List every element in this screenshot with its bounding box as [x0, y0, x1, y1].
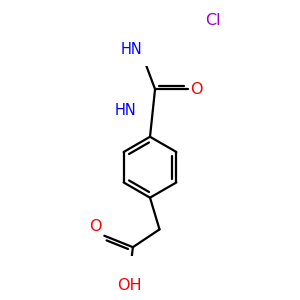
Text: HN: HN [121, 43, 142, 58]
Text: O: O [89, 220, 102, 235]
Text: HN: HN [114, 103, 136, 118]
Text: O: O [190, 82, 203, 97]
Text: Cl: Cl [205, 13, 221, 28]
Text: OH: OH [117, 278, 142, 292]
